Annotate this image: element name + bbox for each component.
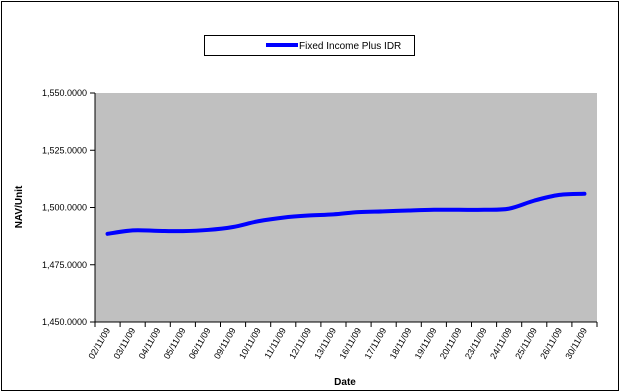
data-point [281,216,285,220]
y-tick-label: 1,500.0000 [42,203,87,213]
y-tick-label: 1,525.0000 [42,145,87,155]
data-point [432,208,436,212]
y-tick-label: 1,550.0000 [42,88,87,98]
data-point [156,229,160,233]
plot-area [95,93,597,322]
data-point [306,214,310,218]
data-point [457,208,461,212]
y-tick-label: 1,475.0000 [42,260,87,270]
y-axis-ticks: 1,450.0000 1,475.0000 1,500.0000 1,525.0000… [42,88,95,327]
data-point [507,207,511,211]
legend-box [204,35,415,56]
data-point [482,208,486,212]
data-point [357,210,361,214]
data-point [181,229,185,233]
legend: Fixed Income Plus IDR [204,35,415,56]
series-line-fixed-income-plus-idr [105,191,587,236]
y-tick-label: 1,450.0000 [42,317,87,327]
data-point [106,232,110,236]
data-point [206,228,210,232]
data-point [256,219,260,223]
x-axis-title: Date [334,377,356,388]
data-point [557,193,561,197]
data-point [382,209,386,213]
y-axis-title: NAV/Unit [14,185,25,228]
data-point [582,192,586,196]
data-point [131,228,135,232]
data-point [407,208,411,212]
data-point [331,212,335,216]
data-point [532,199,536,203]
legend-label: Fixed Income Plus IDR [299,41,401,52]
data-point [231,225,235,229]
